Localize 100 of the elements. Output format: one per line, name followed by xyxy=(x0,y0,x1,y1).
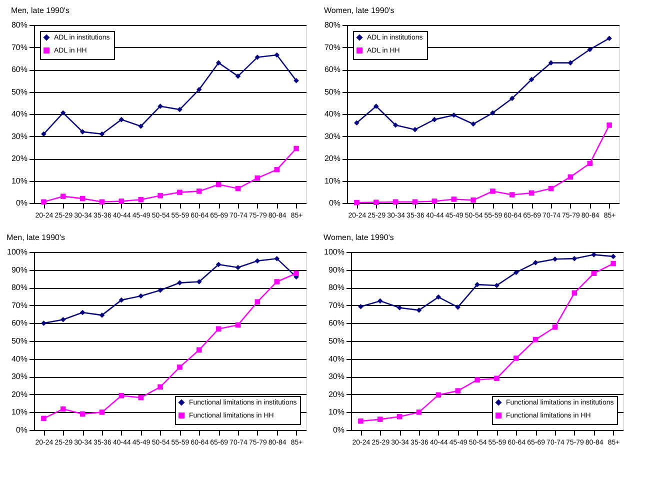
point xyxy=(552,324,558,330)
point xyxy=(158,193,163,198)
point xyxy=(568,60,574,66)
point xyxy=(138,197,144,202)
point xyxy=(509,192,515,198)
point xyxy=(235,264,241,270)
point xyxy=(118,393,124,398)
y-tick-label: 70% xyxy=(11,42,28,52)
point xyxy=(358,418,364,424)
point xyxy=(455,304,461,310)
point xyxy=(416,410,422,415)
y-tick-label: 80% xyxy=(328,283,344,292)
point xyxy=(513,356,519,361)
point xyxy=(470,197,476,203)
y-tick-label: 50% xyxy=(328,336,344,346)
y-tick-label: 30% xyxy=(11,132,28,141)
point xyxy=(216,60,222,66)
point xyxy=(412,199,418,205)
point xyxy=(528,76,534,82)
point xyxy=(354,120,360,126)
y-tick-label: 90% xyxy=(11,265,28,274)
y-tick-label: 50% xyxy=(324,87,340,96)
point xyxy=(373,104,379,109)
y-tick-label: 30% xyxy=(11,372,28,382)
point xyxy=(196,279,202,284)
point xyxy=(196,188,202,194)
y-tick-label: 100% xyxy=(324,248,344,256)
point xyxy=(377,416,383,422)
point xyxy=(587,46,593,52)
point xyxy=(138,124,144,129)
y-tick-label: 70% xyxy=(11,300,28,310)
point xyxy=(455,388,461,394)
y-tick-label: 20% xyxy=(11,390,28,399)
point xyxy=(60,406,66,412)
point xyxy=(118,297,124,303)
point xyxy=(60,316,66,322)
point xyxy=(610,260,616,266)
y-tick-label: 0% xyxy=(328,198,340,208)
point xyxy=(60,194,66,199)
y-tick-label: 60% xyxy=(324,65,340,74)
y-tick-label: 0% xyxy=(16,426,28,434)
point xyxy=(474,377,480,382)
point xyxy=(99,410,105,415)
point xyxy=(274,279,280,284)
y-tick-label: 20% xyxy=(324,154,340,163)
point xyxy=(436,294,442,300)
point xyxy=(606,122,612,128)
point xyxy=(80,310,86,316)
y-tick-label: 10% xyxy=(11,176,28,186)
chart-title: Men, late 1990's xyxy=(6,233,65,242)
y-tick-label: 0% xyxy=(332,426,344,434)
point xyxy=(377,298,383,304)
y-tick-label: 0% xyxy=(16,198,28,208)
y-tick-label: 70% xyxy=(324,42,340,52)
point xyxy=(373,200,379,205)
point xyxy=(274,52,280,58)
point xyxy=(99,131,105,137)
point xyxy=(138,293,144,299)
point xyxy=(294,78,299,84)
y-tick-label: 60% xyxy=(328,318,344,328)
y-tick-label: 20% xyxy=(328,390,344,399)
point xyxy=(451,196,457,202)
y-tick-label: 10% xyxy=(328,408,344,417)
point xyxy=(591,270,597,276)
y-tick-label: 70% xyxy=(328,300,344,310)
point xyxy=(552,256,558,262)
point xyxy=(274,166,280,172)
point xyxy=(254,258,260,264)
point xyxy=(60,110,66,116)
y-tick-label: 40% xyxy=(11,354,28,364)
y-tick-label: 80% xyxy=(11,20,28,30)
point xyxy=(294,146,299,152)
point xyxy=(177,280,182,286)
point xyxy=(591,252,597,258)
point xyxy=(177,364,182,370)
y-tick-label: 80% xyxy=(324,20,340,30)
y-tick-label: 10% xyxy=(324,176,340,186)
point xyxy=(358,304,364,310)
y-tick-label: 60% xyxy=(11,65,28,74)
point xyxy=(216,262,222,268)
point xyxy=(572,256,578,262)
chart-title: Men, late 1990's xyxy=(10,6,70,15)
y-tick-label: 40% xyxy=(328,354,344,364)
y-tick-label: 30% xyxy=(324,132,340,141)
point xyxy=(354,200,360,206)
point xyxy=(80,129,86,134)
point xyxy=(606,36,612,41)
chart-title: Women, late 1990's xyxy=(324,233,394,242)
y-tick-label: 100% xyxy=(7,248,28,256)
point xyxy=(138,394,144,400)
y-tick-label: 50% xyxy=(11,87,28,96)
point xyxy=(474,282,480,288)
point xyxy=(532,260,538,266)
point xyxy=(254,299,260,304)
y-tick-label: 10% xyxy=(11,408,28,417)
point xyxy=(158,384,163,390)
point xyxy=(396,414,402,420)
point xyxy=(451,112,457,118)
point xyxy=(432,116,438,122)
point xyxy=(490,110,496,116)
